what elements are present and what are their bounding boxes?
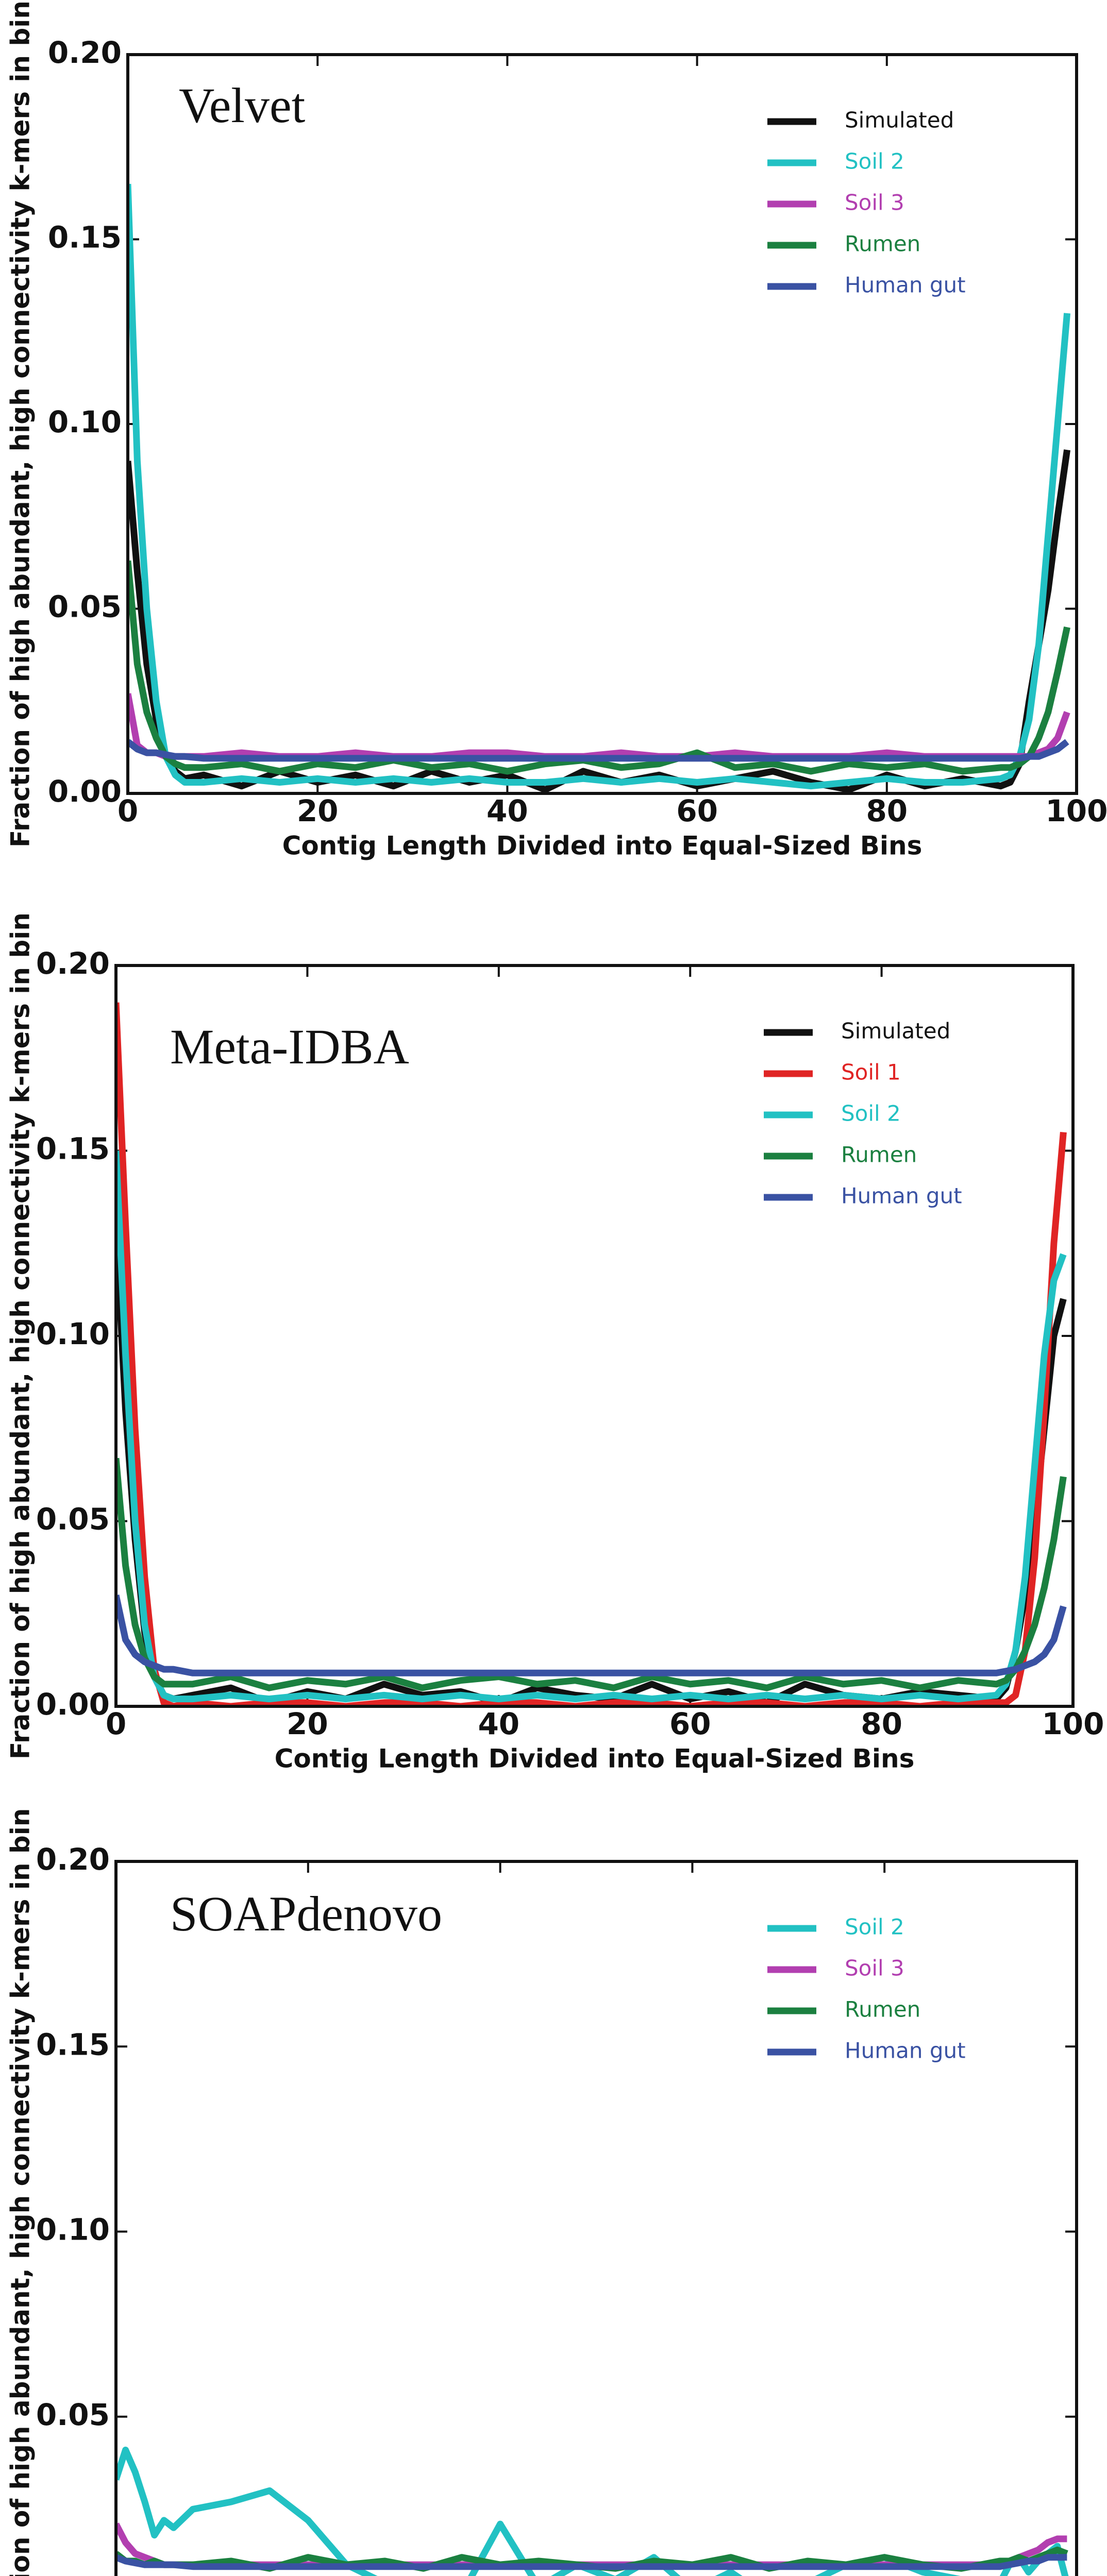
y-tick-label: 0.20 (36, 1842, 110, 1877)
series-line (128, 739, 1069, 762)
x-tick-label: 40 (487, 793, 528, 828)
x-tick-label: 20 (297, 793, 339, 828)
x-tick-label: 100 (1042, 1706, 1104, 1741)
chart: 0.00 0.05 0.10 0.15 0.20 0 20 40 60 80 100 Meta-IDB… (6, 912, 1104, 1774)
series-line (116, 1594, 1067, 1676)
chart: 0.000.050.100.150.20020406080100SOAPdeno… (6, 1808, 1078, 2576)
y-tick-label: 0.00 (48, 774, 122, 809)
y-tick-label: 0.20 (36, 946, 110, 981)
legend-label: Human gut (845, 273, 966, 298)
legend-label: Rumen (845, 1997, 920, 2022)
y-axis-label: Fraction of high abundant, high connecti… (6, 912, 36, 1759)
legend-label: Simulated (841, 1019, 950, 1044)
y-tick-label: 0.10 (36, 1316, 110, 1351)
legend-label: Human gut (845, 2038, 966, 2063)
y-tick-label: 0.10 (48, 404, 122, 439)
legend-label: Rumen (845, 231, 920, 257)
legend-label: Soil 1 (841, 1060, 901, 1085)
legend-label: Soil 3 (845, 190, 904, 215)
series-group (116, 1002, 1067, 1706)
x-tick-label: 80 (861, 1706, 902, 1741)
series-line (116, 1224, 1067, 1706)
y-tick-label: 0.05 (48, 589, 122, 624)
y-tick-label: 0.20 (48, 35, 122, 70)
legend-label: Soil 3 (845, 1956, 904, 1981)
legend-label: Human gut (841, 1183, 962, 1209)
legend-label: Soil 2 (845, 149, 904, 174)
x-tick-label: 60 (676, 793, 718, 828)
x-tick-label: 80 (866, 793, 908, 828)
series-line (116, 1150, 1067, 1703)
series-line (128, 449, 1071, 793)
series-line (128, 693, 1070, 760)
chart-title: Meta-IDBA (170, 1019, 409, 1074)
legend-label: Simulated (845, 108, 954, 133)
axes-frame (114, 964, 1075, 1708)
x-tick-label: 40 (478, 1706, 519, 1741)
y-tick-label: 0.00 (36, 1687, 110, 1722)
x-tick-label: 0 (118, 793, 138, 828)
x-tick-label: 100 (1045, 793, 1107, 828)
y-tick-label: 0.10 (36, 2212, 110, 2247)
series-line (116, 1002, 1067, 1706)
series-line (128, 560, 1070, 775)
axes-frame (126, 53, 1078, 795)
y-tick-label: 0.15 (48, 220, 122, 255)
y-axis-label: Fraction of high abundant, high connecti… (6, 1, 36, 848)
x-axis-label: Contig Length Divided into Equal-Sized B… (275, 1744, 915, 1774)
legend-label: Rumen (841, 1142, 917, 1167)
y-tick-label: 0.15 (36, 1131, 110, 1166)
series-line (116, 2446, 1069, 2576)
axes-frame (114, 1860, 1078, 2576)
y-axis-label: Fraction of high abundant, high connecti… (6, 1808, 36, 2576)
chart-title: Velvet (179, 78, 306, 133)
series-group (116, 2446, 1069, 2576)
y-tick-label: 0.05 (36, 2397, 110, 2432)
legend-label: Soil 2 (845, 1914, 904, 1940)
x-tick-label: 20 (287, 1706, 328, 1741)
y-tick-label: 0.15 (36, 2027, 110, 2062)
series-group (128, 183, 1071, 793)
x-tick-label: 60 (669, 1706, 711, 1741)
chart-title: SOAPdenovo (170, 1886, 442, 1941)
series-line (128, 183, 1071, 790)
y-tick-label: 0.05 (36, 1502, 110, 1537)
x-tick-label: 0 (106, 1706, 126, 1741)
series-line (116, 1458, 1067, 1691)
x-axis-label: Contig Length Divided into Equal-Sized B… (282, 831, 922, 861)
series-line (116, 2522, 1067, 2568)
series-line (116, 2554, 1067, 2570)
legend-label: Soil 2 (841, 1101, 901, 1126)
chart: 0.00 0.05 0.10 0.15 0.20 0 20 40 60 80 100 Velvet Co… (6, 1, 1107, 861)
